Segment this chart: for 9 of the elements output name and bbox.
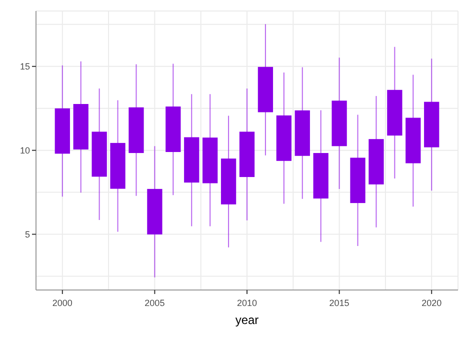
x-axis-title: year [235, 313, 259, 327]
x-tick-label: 2015 [329, 298, 350, 308]
y-tick-label: 5 [24, 229, 30, 240]
y-tick-label: 10 [20, 145, 30, 156]
x-tick-label: 2005 [144, 298, 165, 308]
x-tick-label: 2020 [422, 298, 442, 308]
x-tick-label: 2000 [52, 298, 72, 308]
y-tick-label: 15 [20, 61, 30, 72]
x-tick-label: 2010 [236, 298, 258, 308]
